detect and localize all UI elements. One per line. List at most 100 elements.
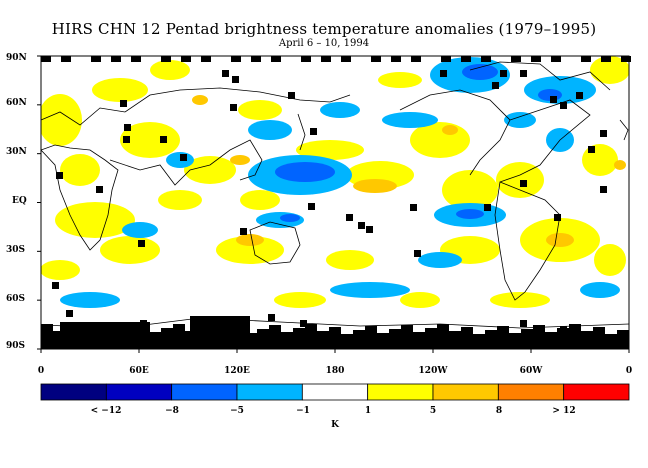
missing-data-cell — [414, 250, 421, 257]
missing-data-cell — [131, 56, 141, 62]
missing-data-cell — [120, 100, 127, 107]
missing-data-cell — [588, 146, 595, 153]
coastlines — [40, 61, 630, 329]
positive-anomaly-area — [240, 190, 280, 210]
strong-positive-anomaly-area — [192, 95, 208, 105]
negative-anomaly-area — [382, 112, 438, 128]
positive-anomaly-area — [184, 156, 236, 184]
missing-data-cell — [231, 56, 241, 62]
colorbar-segment — [497, 383, 565, 401]
missing-data-cell — [481, 56, 491, 62]
strong-negative-anomaly-area — [456, 209, 484, 219]
colorbar-segment — [171, 383, 238, 401]
strong-positive-anomaly-area — [353, 179, 397, 193]
positive-anomaly-area — [41, 260, 80, 280]
missing-data-cell — [550, 96, 557, 103]
missing-data-cell — [581, 56, 591, 62]
missing-data-cell — [411, 56, 421, 62]
positive-anomaly-area — [442, 170, 498, 210]
missing-data-cell — [61, 56, 71, 62]
colorbar-segment — [367, 383, 434, 401]
missing-data-cell — [492, 82, 499, 89]
colorbar-segment — [40, 383, 107, 401]
strong-negative-anomaly-area — [275, 162, 335, 182]
missing-data-cell — [123, 136, 130, 143]
missing-data-cell — [601, 56, 611, 62]
coast-south-asia — [109, 139, 263, 186]
missing-data-cell — [441, 56, 451, 62]
negative-anomaly-area — [60, 292, 120, 308]
missing-data-cell — [449, 331, 461, 338]
missing-data-cell — [52, 282, 59, 289]
missing-data-cell — [389, 329, 401, 338]
missing-data-cell — [268, 314, 275, 321]
positive-anomaly-area — [590, 56, 629, 84]
missing-data-cell — [230, 104, 237, 111]
missing-data-cell — [391, 56, 401, 62]
missing-data-cell — [190, 316, 250, 338]
coast-antarctica — [40, 317, 630, 329]
lat-label-30s: 30S — [6, 245, 26, 255]
missing-data-cell — [293, 328, 305, 338]
positive-anomaly-area — [216, 236, 284, 264]
positive-anomaly-area — [41, 94, 82, 146]
coast-africa — [40, 144, 119, 251]
lon-label-120w: 120W — [418, 366, 448, 376]
missing-data-cell — [509, 333, 521, 338]
missing-data-cell — [317, 331, 329, 338]
missing-data-cell — [308, 203, 315, 210]
missing-data-cell — [41, 56, 51, 62]
coast-japan — [297, 113, 306, 151]
missing-data-cell — [232, 76, 239, 83]
missing-data-cell — [377, 333, 389, 338]
positive-anomaly-area — [92, 78, 148, 102]
positive-anomaly-area — [100, 236, 160, 264]
missing-data-cell — [497, 326, 509, 338]
colorbar-label-2: −8 — [165, 406, 179, 416]
missing-data-cell — [201, 56, 211, 62]
coast-australia — [249, 221, 301, 265]
missing-data-cell — [560, 326, 567, 333]
missing-data-cell — [41, 324, 53, 338]
missing-data-cell — [551, 56, 561, 62]
missing-data-cell — [310, 128, 317, 135]
map-subtitle: April 6 – 10, 1994 — [278, 38, 370, 49]
anomaly-field — [41, 56, 629, 308]
missing-data-cell — [366, 226, 373, 233]
missing-data-cell — [500, 70, 507, 77]
coast-britain — [619, 119, 629, 141]
missing-data-cell — [484, 204, 491, 211]
colorbar-label-4: −1 — [296, 406, 310, 416]
positive-anomaly-area — [55, 202, 135, 238]
coast-eurasia-north — [40, 87, 351, 126]
negative-anomaly-area — [122, 222, 158, 238]
missing-data-mask — [41, 56, 631, 349]
missing-data-cell — [410, 204, 417, 211]
missing-data-cell — [600, 186, 607, 193]
colorbar-label-1: < −12 — [90, 406, 122, 416]
missing-data-cell — [617, 330, 629, 338]
missing-data-cell — [554, 214, 561, 221]
missing-data-cell — [511, 56, 521, 62]
positive-anomaly-area — [326, 250, 374, 270]
missing-data-cell — [413, 332, 425, 338]
missing-data-cell — [124, 124, 131, 131]
missing-data-cell — [521, 329, 533, 338]
positive-anomaly-area — [238, 100, 282, 120]
missing-data-cell — [569, 324, 581, 338]
missing-data-cell — [269, 325, 281, 338]
missing-data-cell — [301, 56, 311, 62]
positive-anomaly-area — [296, 140, 364, 160]
missing-data-cell — [138, 240, 145, 247]
missing-data-cell — [353, 330, 365, 338]
colorbar-segment — [236, 383, 303, 401]
strong-positive-anomaly-area — [442, 125, 458, 135]
missing-data-cell — [245, 333, 257, 338]
missing-data-cell — [358, 222, 365, 229]
coast-arctic — [469, 61, 611, 91]
missing-data-cell — [271, 56, 281, 62]
strong-positive-anomaly-area — [546, 233, 574, 247]
positive-anomaly-area — [120, 122, 180, 158]
missing-data-cell — [66, 310, 73, 317]
strong-negative-anomaly-area — [280, 214, 300, 222]
